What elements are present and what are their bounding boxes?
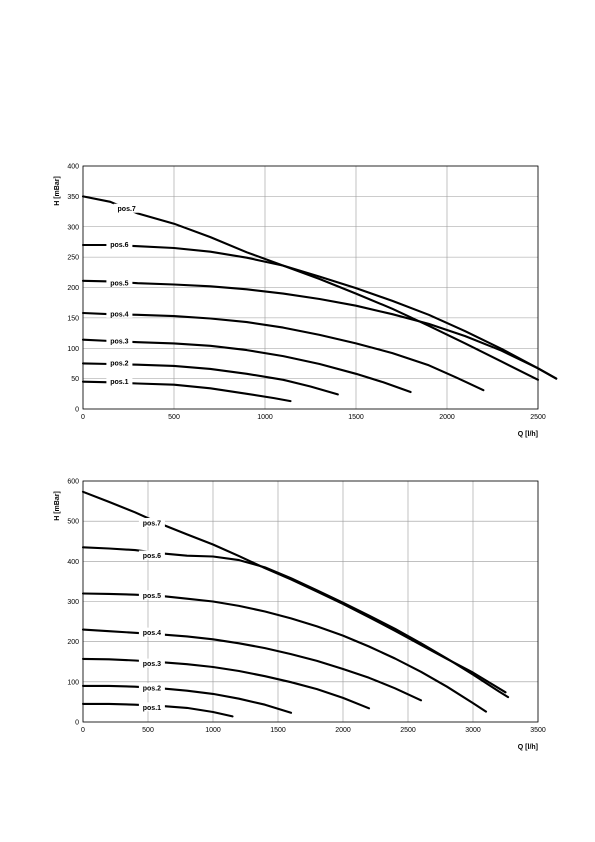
curve-label-pos-3: pos.3 bbox=[138, 658, 165, 668]
curve-label-text: pos.1 bbox=[143, 705, 161, 712]
y-tick-label: 100 bbox=[67, 679, 79, 686]
curve-label-bg bbox=[106, 239, 133, 249]
pump-curve-chart-top: 0 500 1000 1500 2000 2500 0 50 100 150 200 250 300 35… bbox=[54, 164, 558, 438]
curve-label-text: pos.1 bbox=[110, 379, 128, 386]
curve-label-pos-1: pos.1 bbox=[138, 702, 165, 712]
curve-label-bg bbox=[138, 550, 165, 560]
x-axis-label: Q [l/h] bbox=[518, 744, 538, 751]
curve-label-pos-6: pos.6 bbox=[138, 550, 165, 560]
curve-label-pos-7: pos.7 bbox=[113, 203, 140, 213]
curve-label-pos-4: pos.4 bbox=[106, 308, 133, 318]
curve-pos-7 bbox=[81, 195, 540, 381]
curve-pos-2 bbox=[81, 684, 293, 714]
curve-label-bg bbox=[138, 658, 165, 668]
x-tick-label: 0 bbox=[81, 414, 85, 421]
curve-label-pos-7: pos.7 bbox=[138, 517, 165, 527]
curve-pos-6 bbox=[81, 546, 510, 699]
x-tick-label: 2500 bbox=[530, 414, 546, 421]
x-tick-label: 1500 bbox=[270, 727, 286, 734]
y-tick-label: 600 bbox=[67, 479, 79, 486]
y-tick-label: 0 bbox=[75, 720, 79, 727]
curve-label-bg bbox=[106, 308, 133, 318]
curve-label-bg bbox=[106, 376, 133, 386]
y-tick-label: 0 bbox=[75, 407, 79, 414]
y-tick-label: 500 bbox=[67, 519, 79, 526]
curve-label-bg bbox=[138, 627, 165, 637]
curve-label-text: pos.6 bbox=[143, 553, 161, 560]
curve-label-bg bbox=[106, 277, 133, 287]
y-tick-label: 300 bbox=[67, 224, 79, 231]
curve-label-text: pos.4 bbox=[110, 311, 128, 318]
curve-label-bg bbox=[106, 358, 133, 368]
y-tick-label: 100 bbox=[67, 346, 79, 353]
y-tick-label: 50 bbox=[71, 376, 79, 383]
curve-label-text: pos.7 bbox=[143, 520, 161, 527]
plot-frame bbox=[82, 480, 539, 723]
plot-frame bbox=[82, 165, 539, 410]
x-tick-label: 500 bbox=[168, 414, 180, 421]
x-tick-label: 2000 bbox=[439, 414, 455, 421]
curve-label-text: pos.2 bbox=[143, 686, 161, 693]
curve-label-bg bbox=[138, 702, 165, 712]
x-tick-label: 3000 bbox=[465, 727, 481, 734]
x-tick-label: 3500 bbox=[530, 727, 546, 734]
curve-label-text: pos.3 bbox=[110, 339, 128, 346]
curve-label-text: pos.7 bbox=[118, 206, 136, 213]
curve-label-pos-6: pos.6 bbox=[106, 239, 133, 249]
curve-label-pos-2: pos.2 bbox=[106, 358, 133, 368]
x-axis-label: Q [l/h] bbox=[518, 431, 538, 438]
y-tick-label: 250 bbox=[67, 255, 79, 262]
y-axis-label: H [mBar] bbox=[54, 491, 61, 521]
curve-label-pos-5: pos.5 bbox=[138, 590, 165, 600]
curve-label-text: pos.5 bbox=[110, 280, 128, 287]
curve-label-pos-5: pos.5 bbox=[106, 277, 133, 287]
curve-pos-3 bbox=[81, 657, 371, 710]
y-tick-label: 400 bbox=[67, 559, 79, 566]
curve-pos-6 bbox=[81, 243, 558, 380]
y-tick-label: 400 bbox=[67, 164, 79, 171]
curve-label-text: pos.2 bbox=[110, 361, 128, 368]
curve-label-text: pos.3 bbox=[143, 661, 161, 668]
y-tick-label: 350 bbox=[67, 194, 79, 201]
curve-label-bg bbox=[113, 203, 140, 213]
x-tick-label: 2000 bbox=[335, 727, 351, 734]
x-tick-label: 0 bbox=[81, 727, 85, 734]
curve-label-bg bbox=[138, 590, 165, 600]
y-tick-label: 150 bbox=[67, 315, 79, 322]
x-tick-label: 1500 bbox=[348, 414, 364, 421]
curve-pos-4 bbox=[81, 628, 423, 702]
curve-label-bg bbox=[138, 517, 165, 527]
y-tick-label: 300 bbox=[67, 599, 79, 606]
y-axis-label: H [mBar] bbox=[54, 176, 61, 206]
curve-label-text: pos.5 bbox=[143, 593, 161, 600]
x-tick-label: 2500 bbox=[400, 727, 416, 734]
curve-label-bg bbox=[138, 683, 165, 693]
curve-label-pos-1: pos.1 bbox=[106, 376, 133, 386]
curve-pos-5 bbox=[81, 279, 558, 380]
curve-label-pos-3: pos.3 bbox=[106, 336, 133, 346]
curve-label-text: pos.6 bbox=[110, 242, 128, 249]
curve-label-bg bbox=[106, 336, 133, 346]
y-tick-label: 200 bbox=[67, 285, 79, 292]
curve-label-pos-2: pos.2 bbox=[138, 683, 165, 693]
x-tick-label: 1000 bbox=[205, 727, 221, 734]
x-tick-label: 1000 bbox=[257, 414, 273, 421]
x-tick-label: 500 bbox=[142, 727, 154, 734]
curve-label-pos-4: pos.4 bbox=[138, 627, 165, 637]
curve-pos-4 bbox=[81, 311, 485, 392]
curve-label-text: pos.4 bbox=[143, 630, 161, 637]
y-tick-label: 200 bbox=[67, 639, 79, 646]
